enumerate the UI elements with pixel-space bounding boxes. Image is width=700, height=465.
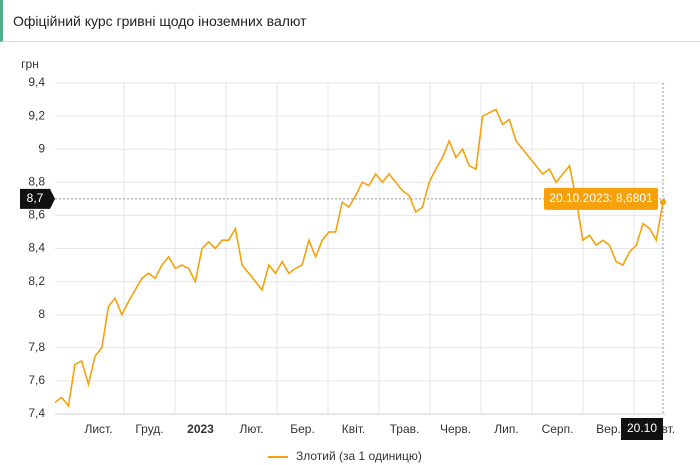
tooltip-text: 20.10.2023: 8,6801 <box>549 191 653 205</box>
series-line <box>54 108 664 408</box>
crosshair-y-label: 8,7 <box>27 191 44 205</box>
y-tick-label: 9,4 <box>28 75 45 89</box>
crosshair-x-label: 20.10 <box>627 421 657 435</box>
x-tick-label: Груд. <box>135 422 163 436</box>
x-tick-label: 2023 <box>187 422 214 436</box>
x-tick-label: Бер. <box>290 422 315 436</box>
y-unit: грн <box>21 57 39 71</box>
y-tick-label: 8 <box>38 307 45 321</box>
x-tick-label: Лют. <box>239 422 263 436</box>
x-tick-label: Трав. <box>390 422 420 436</box>
crosshair-x-box <box>621 418 663 440</box>
crosshair-y-box <box>20 188 55 209</box>
x-tick-label: Квіт. <box>342 422 366 436</box>
x-tick-label: Лип. <box>494 422 518 436</box>
y-tick-label: 8,4 <box>28 241 45 255</box>
chart: грн 7,4 7,6 7,8 8 8,2 8,4 8,6 8,8 9 9,2 9,4 Лист. Гр… <box>20 57 675 463</box>
legend-label: Злотий (за 1 одиницю) <box>296 449 422 463</box>
title: Офіційний курс гривні щодо іноземних вал… <box>13 12 307 29</box>
y-tick-label: 7,4 <box>28 406 45 420</box>
hover-point <box>660 199 666 206</box>
tooltip-box <box>544 187 658 210</box>
x-tick-label: Серп. <box>542 422 574 436</box>
y-tick-label: 9 <box>38 141 45 155</box>
x-tick-label: Лист. <box>84 422 112 436</box>
y-tick-label: 8,2 <box>28 274 45 288</box>
x-tick-label: Черв. <box>440 422 471 436</box>
y-tick-label: 8,8 <box>28 174 45 188</box>
y-tick-label: 7,6 <box>28 373 45 387</box>
header: Офіційний курс гривні щодо іноземних вал… <box>0 0 700 42</box>
x-tick-label: Вер. <box>596 422 621 436</box>
y-tick-label: 7,8 <box>28 340 45 354</box>
y-tick-label: 8,6 <box>28 208 45 222</box>
y-tick-label: 9,2 <box>28 108 45 122</box>
